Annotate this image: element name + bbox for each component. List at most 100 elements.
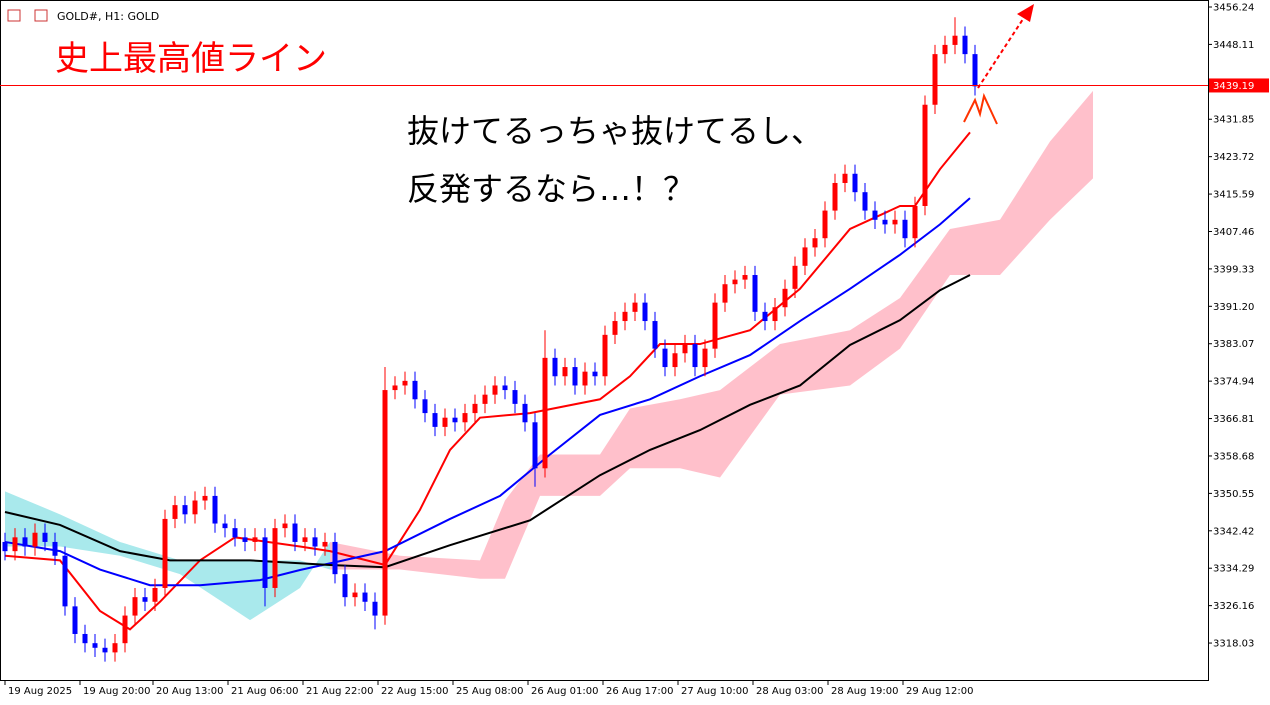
candle-body (382, 390, 388, 616)
candle-body (72, 606, 78, 634)
candle-body (342, 574, 348, 598)
x-tick-label: 20 Aug 13:00 (156, 686, 223, 697)
candle-body (22, 537, 28, 547)
candle-body (872, 210, 878, 220)
candle-body (272, 528, 278, 588)
candle-body (402, 380, 408, 386)
candle-body (172, 505, 178, 519)
y-tick-label: 3374.94 (1213, 377, 1254, 388)
x-tick-label: 19 Aug 20:00 (83, 686, 150, 697)
candle-body (972, 54, 978, 87)
candle-body (222, 523, 228, 529)
candle-body (422, 399, 428, 414)
header: GOLD#, H1: GOLD (7, 9, 159, 23)
candle-body (502, 385, 508, 391)
x-tick-label: 26 Aug 01:00 (531, 686, 598, 697)
candle-body (212, 495, 218, 524)
candle-body (302, 537, 308, 542)
candle-body (372, 601, 378, 616)
candle-body (682, 344, 688, 354)
candle-body (692, 344, 698, 368)
candle-body (462, 413, 468, 423)
candle-body (142, 597, 148, 602)
candle-body (832, 182, 838, 211)
x-tick-label: 29 Aug 12:00 (906, 686, 973, 697)
plot-area (2, 17, 1093, 662)
candle-body (162, 518, 168, 588)
arrow (963, 4, 1034, 125)
candle-body (492, 385, 498, 395)
candle-body (642, 302, 648, 322)
candle-body (262, 537, 268, 588)
candle-body (292, 523, 298, 542)
candle-body (852, 173, 858, 193)
candle-body (92, 643, 98, 648)
x-tick-label: 25 Aug 08:00 (456, 686, 523, 697)
candle-body (582, 371, 588, 386)
plot-border (0, 0, 1209, 681)
candle-body (902, 219, 908, 239)
x-tick-label: 19 Aug 2025 (8, 686, 72, 697)
candle-body (182, 505, 188, 515)
candle-body (62, 555, 68, 607)
candle-body (622, 311, 628, 322)
candle-body (232, 528, 238, 538)
candle-body (602, 334, 608, 377)
candle-body (332, 541, 338, 575)
cloud (1000, 141, 1050, 276)
x-tick-label: 26 Aug 17:00 (606, 686, 673, 697)
y-tick-label: 3383.07 (1213, 339, 1254, 350)
x-tick-label: 28 Aug 19:00 (831, 686, 898, 697)
candle-body (702, 348, 708, 368)
y-tick-label: 3448.11 (1213, 40, 1254, 51)
y-tick-label: 3415.59 (1213, 190, 1254, 201)
y-tick-label: 3334.29 (1213, 564, 1254, 575)
y-tick-label: 3318.03 (1213, 639, 1254, 650)
ma-line (4, 197, 971, 587)
cloud (400, 555, 480, 579)
candle-body (362, 592, 368, 602)
candle-body (52, 541, 58, 556)
y-tick-label: 3342.42 (1213, 526, 1254, 537)
price-tag-label: 3439.19 (1213, 81, 1254, 92)
candle-body (542, 357, 548, 469)
cloud (180, 560, 250, 621)
y-tick-label: 3358.68 (1213, 451, 1254, 462)
candle-body (352, 592, 358, 598)
annotation: 抜けてるっちゃ抜けてるし、 (407, 112, 823, 150)
candle-body (532, 422, 538, 469)
y-tick-label: 3366.81 (1213, 414, 1254, 425)
y-tick-label: 3407.46 (1213, 227, 1254, 238)
zigzag (963, 92, 998, 125)
x-tick-label: 21 Aug 22:00 (306, 686, 373, 697)
cloud (630, 399, 680, 469)
y-tick-label: 3326.16 (1213, 601, 1254, 612)
x-tick-label: 28 Aug 03:00 (756, 686, 823, 697)
candle-body (742, 275, 748, 280)
cloud (600, 408, 630, 496)
candle-body (522, 403, 528, 423)
candle-body (152, 587, 158, 602)
cloud (780, 330, 850, 395)
candle-body (322, 541, 328, 547)
cloud (850, 298, 900, 386)
y-tick-label: 3423.72 (1213, 152, 1254, 163)
ma-line (4, 131, 971, 631)
candle-body (442, 417, 448, 427)
candle-body (472, 403, 478, 414)
candle-body (202, 495, 208, 501)
candle-body (282, 523, 288, 529)
candle-body (752, 275, 758, 312)
x-tick-label: 22 Aug 15:00 (381, 686, 448, 697)
candle-body (842, 173, 848, 183)
candle-body (792, 265, 798, 289)
candle-body (822, 210, 828, 239)
candle-body (112, 643, 118, 653)
candle-body (122, 615, 128, 644)
cloud (720, 344, 780, 478)
arrow-head (1017, 4, 1034, 22)
arrow-line (977, 15, 1026, 89)
candle-body (132, 597, 138, 616)
icon (7, 9, 21, 22)
